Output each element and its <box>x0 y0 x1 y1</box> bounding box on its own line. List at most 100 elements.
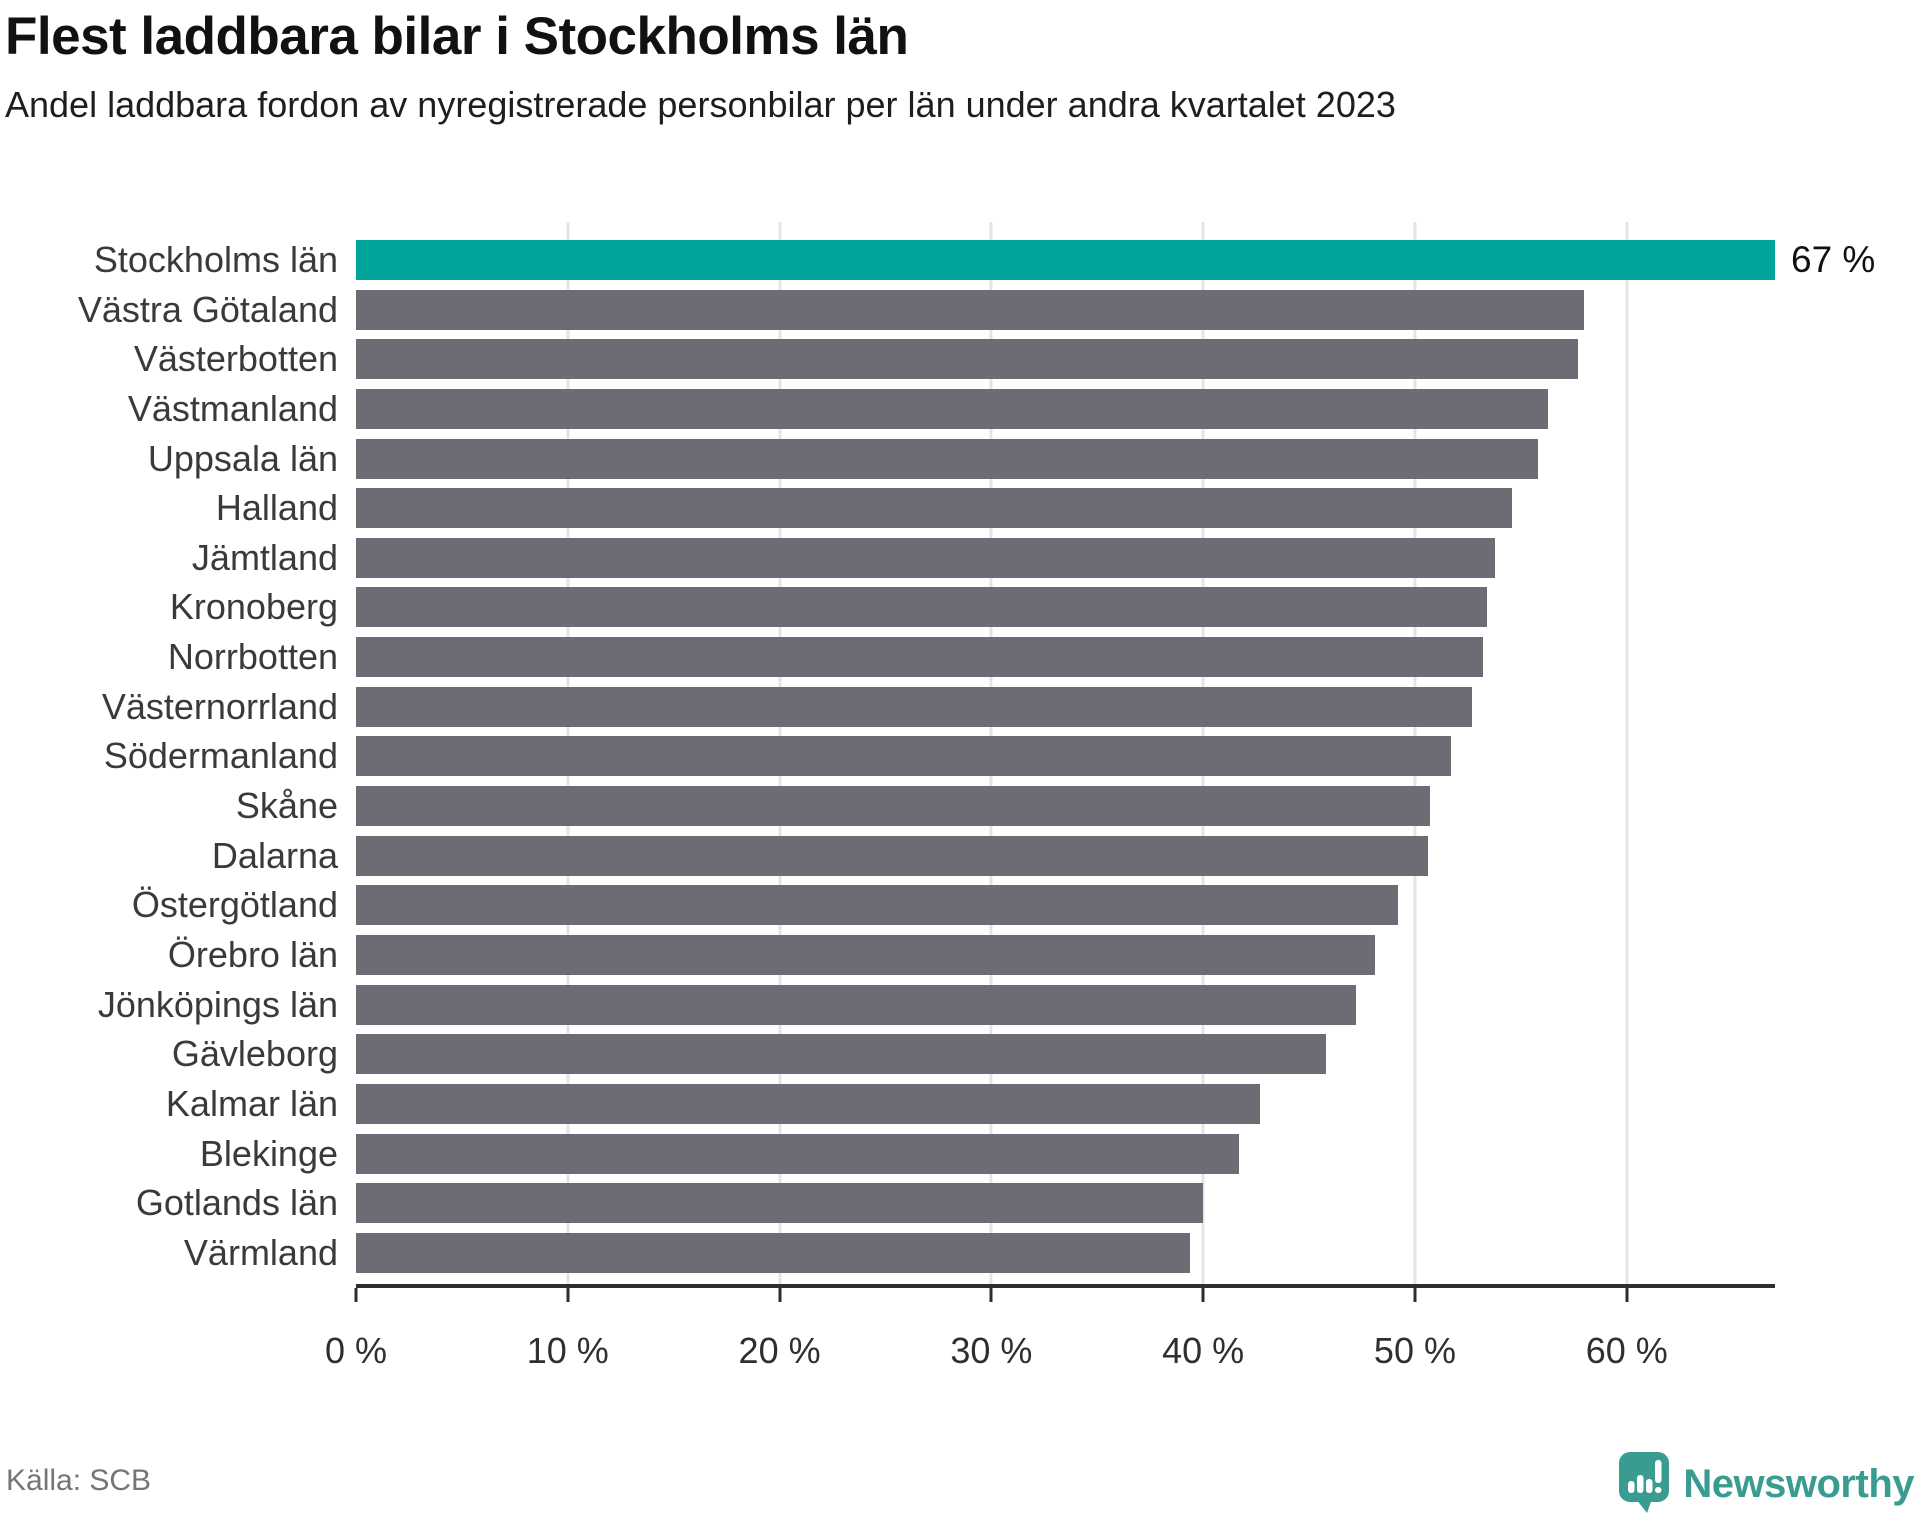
bar <box>356 240 1775 280</box>
x-axis-line <box>356 1284 1775 1288</box>
bar <box>356 1034 1326 1075</box>
bar-row: Gotlands län <box>0 1183 1775 1233</box>
axis-tick <box>354 1288 358 1302</box>
page-title: Flest laddbara bilar i Stockholms län <box>5 7 909 66</box>
category-label: Kronoberg <box>169 586 338 628</box>
bar-row: Västmanland <box>0 389 1775 439</box>
axis-tick-label: 60 % <box>1585 1330 1668 1371</box>
category-label: Södermanland <box>103 735 338 777</box>
category-label: Västernorrland <box>101 685 338 727</box>
bar-track <box>356 488 1775 538</box>
bar <box>356 438 1538 479</box>
bar-track <box>356 1034 1775 1084</box>
bar-value-label: 67 % <box>1791 239 1876 280</box>
category-label: Blekinge <box>199 1132 338 1174</box>
bar-track <box>356 587 1775 637</box>
category-label: Jämtland <box>191 536 338 578</box>
axis-tick-label: 0 % <box>324 1330 388 1371</box>
axis-tick <box>566 1288 570 1302</box>
bar-track <box>356 736 1775 786</box>
axis-tick <box>989 1288 993 1302</box>
bar-rows: Stockholms län 67 % Västra Götaland Västerb… <box>0 222 1875 1284</box>
bar <box>356 1083 1261 1124</box>
bar-track <box>356 537 1775 588</box>
bar <box>356 786 1430 827</box>
bar-track <box>356 438 1775 489</box>
category-label: Uppsala län <box>147 437 338 479</box>
bar-row: Skåne <box>0 786 1775 836</box>
category-label: Östergötland <box>131 884 338 926</box>
bar-row: Södermanland <box>0 736 1775 786</box>
axis-tick-label: 50 % <box>1373 1330 1456 1371</box>
bar-row: Jönköpings län <box>0 983 1775 1035</box>
bar-track <box>356 1133 1775 1184</box>
bar-row: Blekinge <box>0 1132 1775 1184</box>
axis-tick <box>778 1288 782 1302</box>
bar <box>356 736 1451 777</box>
bar-track <box>356 835 1775 886</box>
axis-tick-label: 40 % <box>1162 1330 1245 1371</box>
bar-row: Kronoberg <box>0 587 1775 637</box>
bar-track <box>356 339 1775 389</box>
bar <box>356 587 1487 628</box>
brand-name: Newsworthy <box>1683 1461 1914 1506</box>
bar <box>356 637 1483 678</box>
category-label: Skåne <box>235 785 338 827</box>
bar-row: Kalmar län <box>0 1084 1775 1134</box>
bar-row: Uppsala län <box>0 437 1775 489</box>
bar <box>356 388 1549 429</box>
bar <box>356 488 1513 529</box>
category-label: Värmland <box>183 1231 338 1273</box>
gridline <box>1625 222 1629 1284</box>
source-note: Källa: SCB <box>6 1464 152 1497</box>
axis-tick <box>1413 1288 1417 1302</box>
bar-row: Västerbotten <box>0 339 1775 389</box>
category-label: Västerbotten <box>133 338 338 380</box>
bar-track <box>356 686 1775 737</box>
bar-row: Värmland <box>0 1231 1775 1283</box>
category-label: Stockholms län <box>93 239 338 280</box>
bar-row: Stockholms län 67 % <box>0 239 1875 290</box>
bar-track <box>356 388 1775 439</box>
category-label: Gotlands län <box>135 1182 338 1224</box>
bar-track <box>356 289 1775 340</box>
category-label: Örebro län <box>167 933 338 975</box>
bar <box>356 537 1496 578</box>
bar-track <box>356 885 1775 935</box>
bar <box>356 339 1579 380</box>
category-label: Gävleborg <box>171 1033 338 1075</box>
category-label: Norrbotten <box>167 636 338 678</box>
bar <box>356 835 1428 876</box>
x-axis: 0 % 10 % 20 % 30 % 40 % 50 % 60 % <box>325 1284 1775 1404</box>
bar <box>356 885 1398 926</box>
category-label: Västmanland <box>127 387 338 429</box>
bar-track <box>356 1232 1775 1283</box>
bar-row: Östergötland <box>0 885 1775 935</box>
category-label: Dalarna <box>211 834 338 876</box>
bar-row: Örebro län <box>0 935 1775 985</box>
brand-logo: Newsworthy <box>1619 1452 1914 1514</box>
category-label: Jönköpings län <box>97 983 338 1025</box>
bar-row: Halland <box>0 488 1775 538</box>
bar-row: Dalarna <box>0 834 1775 886</box>
bar-track: 67 % <box>356 239 1875 290</box>
bar <box>356 1133 1240 1174</box>
bar <box>356 984 1356 1025</box>
bar-row: Norrbotten <box>0 637 1775 687</box>
axis-tick-label: 30 % <box>950 1330 1033 1371</box>
bar-track <box>356 1083 1775 1134</box>
category-label: Kalmar län <box>165 1082 338 1124</box>
bar <box>356 1183 1204 1224</box>
bar <box>356 934 1375 975</box>
axis-tick-label: 10 % <box>526 1330 609 1371</box>
axis-tick-label: 20 % <box>738 1330 821 1371</box>
axis-tick <box>1625 1288 1629 1302</box>
newsworthy-icon <box>1619 1452 1670 1513</box>
bar-track <box>356 637 1775 687</box>
bar-track <box>356 786 1775 836</box>
bar-track <box>356 984 1775 1035</box>
bar-row: Gävleborg <box>0 1034 1775 1084</box>
axis-tick <box>1201 1288 1205 1302</box>
bar-track <box>356 1183 1775 1233</box>
bar-row: Västra Götaland <box>0 289 1775 340</box>
